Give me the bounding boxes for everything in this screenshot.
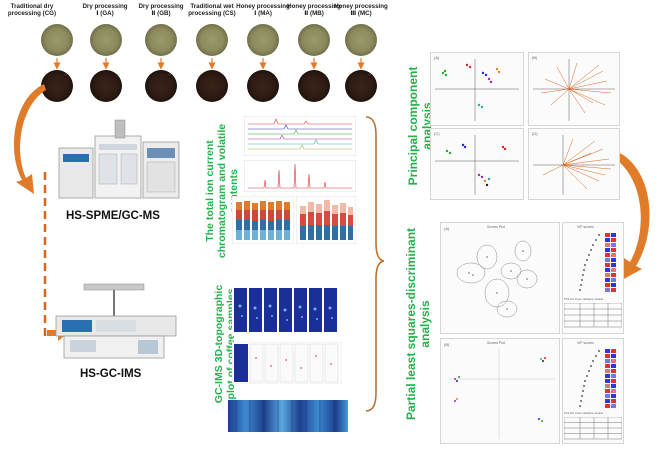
- tic-section-title: The total ion current chromatogram and v…: [204, 123, 240, 259]
- plsda-panel-b: (B) Scores Plot: [440, 338, 560, 444]
- pca-loading-plot-b: [533, 59, 615, 121]
- gc-ims-instrument-icon: [55, 283, 177, 359]
- plsda-vip-panel-b: VIP scores PLS-DA cross validation detai…: [562, 338, 624, 444]
- plsda-cv-title-a: PLS-DA cross validation details: [564, 297, 603, 301]
- bean-arrows: [53, 58, 365, 70]
- plsda-score-title-a: Scores Plot: [487, 225, 505, 229]
- plsda-panel-b-label: (B): [444, 342, 450, 347]
- green-beans-gb: [145, 24, 177, 56]
- pca-panel-a-label: (A): [434, 55, 440, 60]
- plsda-vip-chart-a: [579, 233, 616, 292]
- roasted-beans-cs: [196, 70, 228, 102]
- green-beans-ma: [247, 24, 279, 56]
- tic-chromatogram-detail: [244, 160, 356, 192]
- pca-panel-c: (C): [430, 128, 524, 200]
- pca-panel-b-label: (B): [532, 55, 538, 60]
- volatile-count-bars: [296, 196, 356, 244]
- plsda-vip-chart-b: [579, 349, 616, 408]
- sample-label-cg: Traditional dry processing (CG): [7, 3, 57, 17]
- sample-label-ga: Dry processing Ⅰ (GA): [82, 3, 128, 17]
- green-beans-mc: [345, 24, 377, 56]
- plsda-vip-panel-a: VIP scores PLS-DA cross validation detai…: [562, 222, 624, 334]
- pca-score-plot-a: [435, 59, 519, 121]
- sample-label-mb: Honey processing Ⅱ (MB): [287, 3, 341, 17]
- pca-panel-a: (A): [430, 52, 524, 126]
- plsda-section-title: Partial least squares-discriminant analy…: [404, 227, 432, 421]
- plsda-panel-a-label: (A): [444, 226, 450, 231]
- sample-label-ma: Honey processing Ⅰ (MA): [236, 3, 290, 17]
- plsda-cv-title-b: PLS-DA cross validation details: [564, 411, 603, 415]
- pca-panel-d: (D): [528, 128, 620, 200]
- roasted-beans-cg: [41, 70, 73, 102]
- roasted-beans-mc: [345, 70, 377, 102]
- plsda-panel-a: (A) Scores Plot: [440, 222, 560, 334]
- roasted-beans-mb: [298, 70, 330, 102]
- tic-chromatogram-stack: [244, 116, 356, 156]
- plsda-vip-title-a: VIP scores: [577, 225, 594, 229]
- plsda-cv-table-a: [564, 303, 622, 328]
- grouping-brace: [365, 116, 385, 412]
- plsda-score-plot-b: [449, 349, 555, 439]
- pca-to-plsda-arrow: [614, 152, 650, 280]
- plsda-score-title-b: Scores Plot: [487, 341, 505, 345]
- curved-arrow: [13, 84, 46, 194]
- pca-panel-b: (B): [528, 52, 620, 126]
- green-beans-cg: [41, 24, 73, 56]
- gc-ms-instrument-icon: [58, 119, 180, 199]
- green-beans-ga: [90, 24, 122, 56]
- pca-score-plot-c: [435, 135, 519, 195]
- roasted-beans-gb: [145, 70, 177, 102]
- plsda-vip-title-b: VIP scores: [577, 341, 594, 345]
- green-beans-cs: [196, 24, 228, 56]
- hs-gc-ims-label: HS-GC-IMS: [80, 368, 142, 380]
- green-beans-mb: [298, 24, 330, 56]
- hs-spme-gcms-label: HS-SPME/GC-MS: [66, 210, 160, 222]
- roasted-beans-ga: [90, 70, 122, 102]
- gcims-topographic-plots: [232, 286, 342, 336]
- pca-panel-d-label: (D): [532, 131, 538, 136]
- sample-label-cs: Traditional wet processing (CS): [188, 3, 236, 17]
- pca-panel-c-label: (C): [434, 131, 440, 136]
- pca-loading-plot-d: [533, 135, 615, 195]
- volatile-content-bars: [232, 196, 294, 244]
- sample-label-gb: Dry processing Ⅱ (GB): [138, 3, 184, 17]
- plsda-score-plot-a: [456, 240, 538, 318]
- gcims-fingerprint-heatmap: [228, 400, 348, 432]
- gcims-difference-plots: [232, 342, 342, 384]
- roasted-beans-ma: [247, 70, 279, 102]
- sample-label-mc: Honey processing Ⅲ (MC): [334, 3, 388, 17]
- plsda-cv-table-b: [564, 417, 622, 440]
